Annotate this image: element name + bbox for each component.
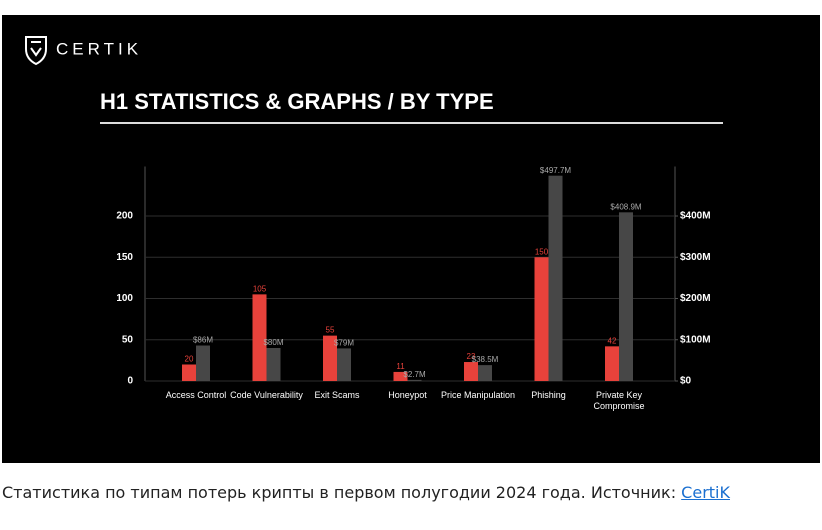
value-label: $497.7M <box>540 166 571 175</box>
caption-link[interactable]: CertiK <box>681 483 730 502</box>
bar <box>619 212 633 381</box>
value-label: 55 <box>326 326 335 335</box>
x-tick-label: Honeypot <box>388 390 427 400</box>
value-label: 23 <box>467 352 476 361</box>
bar <box>323 335 337 381</box>
y2-tick-label: $100M <box>680 334 711 345</box>
x-tick-label: Access Control <box>165 390 227 400</box>
y2-tick-label: $200M <box>680 293 711 304</box>
chart-title: H1 STATISTICS & GRAPHS / BY TYPE <box>100 89 494 114</box>
y2-tick-label: $400M <box>680 211 711 222</box>
bar <box>534 257 549 381</box>
value-label: $79M <box>334 339 354 348</box>
bar <box>196 345 210 381</box>
brand: CERTIK <box>56 39 142 58</box>
y-tick-label: 50 <box>122 334 134 345</box>
x-tick-label: Private Key Compromise <box>593 390 645 411</box>
value-label: $408.9M <box>610 202 641 211</box>
value-label: 150 <box>535 247 549 256</box>
value-label: $38.5M <box>472 355 499 364</box>
bar <box>407 379 422 381</box>
caption: Статистика по типам потерь крипты в перв… <box>2 483 730 502</box>
bar <box>464 362 478 381</box>
value-label: $80M <box>263 338 283 347</box>
bar <box>337 348 351 381</box>
y2-tick-label: $0 <box>680 376 692 387</box>
x-tick-label: Price Manipulation <box>440 390 516 400</box>
x-tick-label: Exit Scams <box>314 390 360 400</box>
value-label: 20 <box>185 355 194 364</box>
bar <box>252 294 267 381</box>
y-tick-label: 100 <box>116 293 133 304</box>
value-label: 42 <box>608 336 617 345</box>
bar <box>605 346 619 381</box>
y-tick-label: 0 <box>127 376 133 387</box>
value-label: $86M <box>193 336 213 345</box>
x-tick-label: Phishing <box>531 390 566 400</box>
value-label: 105 <box>253 284 267 293</box>
value-label: $2.7M <box>403 370 426 379</box>
chart: CERTIK H1 STATISTICS & GRAPHS / BY TYPE … <box>2 15 820 463</box>
bar <box>182 364 196 381</box>
bar <box>393 371 408 381</box>
y-tick-label: 200 <box>116 211 133 222</box>
logo-icon <box>25 36 47 66</box>
bar <box>478 365 492 381</box>
y2-tick-label: $300M <box>680 252 711 263</box>
x-tick-label: Code Vulnerability <box>230 390 303 400</box>
y-tick-label: 150 <box>116 252 133 263</box>
caption-text: Статистика по типам потерь крипты в перв… <box>2 483 682 502</box>
bar <box>548 175 563 381</box>
value-label: 11 <box>396 362 405 371</box>
background <box>2 15 820 463</box>
bar <box>266 348 281 381</box>
